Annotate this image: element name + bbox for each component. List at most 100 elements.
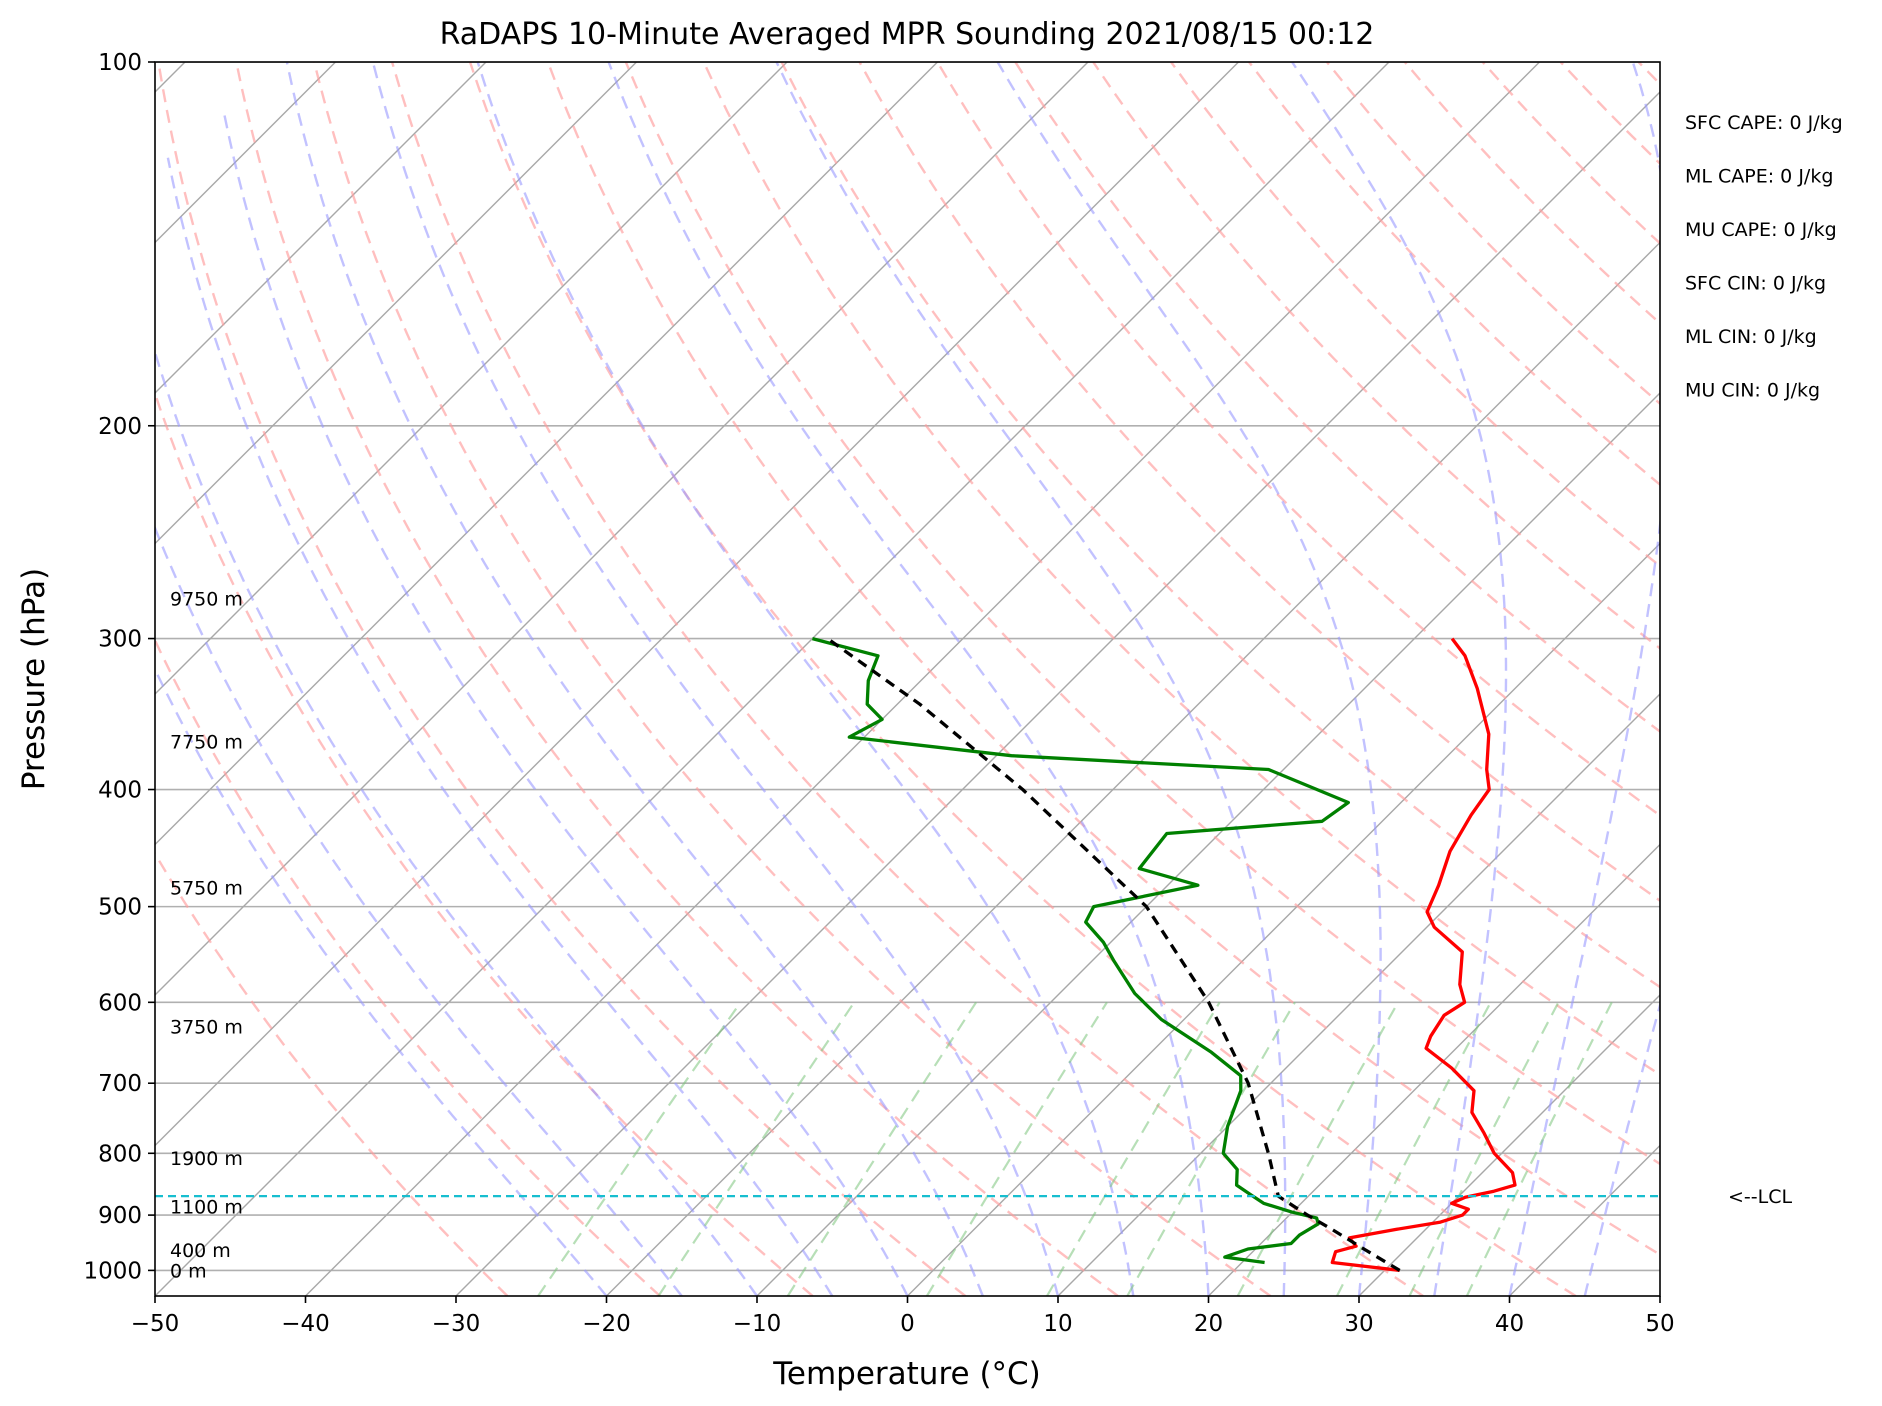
isotherm — [1208, 843, 1660, 1296]
dry-adiabat — [1403, 62, 1660, 325]
x-tick-label: 10 — [1043, 1311, 1072, 1337]
x-tick-label: 0 — [900, 1311, 915, 1337]
dry-adiabat — [1481, 62, 1660, 245]
y-tick-label: 500 — [98, 895, 142, 921]
mixing-ratio-line — [786, 1001, 978, 1296]
isotherm — [155, 62, 788, 695]
stats-line: SFC CAPE: 0 J/kg — [1685, 112, 1843, 134]
y-axis-label: Pressure (hPa) — [16, 568, 52, 790]
x-tick-label: −40 — [281, 1311, 330, 1337]
height-label: 5750 m — [170, 877, 243, 899]
dry-adiabat — [1325, 62, 1660, 406]
isotherm — [1811, 62, 1882, 1296]
mixing-ratio-line — [657, 1001, 856, 1296]
mixing-ratio-line — [925, 1001, 1108, 1296]
moist-adiabat — [371, 62, 1060, 1296]
moist-adiabat — [476, 62, 1135, 1296]
dry-adiabat — [155, 637, 661, 1296]
dry-adiabat — [546, 62, 1660, 1257]
dry-adiabat — [1014, 62, 1660, 733]
y-tick-label: 900 — [98, 1203, 142, 1229]
dry-adiabat — [936, 62, 1660, 817]
height-label: 1100 m — [170, 1196, 243, 1218]
moist-adiabat — [1291, 62, 1508, 1296]
height-label: 1900 m — [170, 1148, 243, 1170]
lcl-label: <--LCL — [1728, 1186, 1792, 1208]
isotherm — [1659, 1295, 1660, 1296]
y-tick-label: 600 — [98, 990, 142, 1016]
y-tick-label: 100 — [98, 50, 142, 76]
x-axis-label: Temperature (°C) — [772, 1356, 1041, 1392]
temperature-profile — [1330, 637, 1517, 1273]
dry-adiabat — [1637, 62, 1660, 86]
dry-adiabat — [702, 62, 1660, 1077]
mixing-ratio-line — [1046, 1001, 1221, 1296]
isotherm — [155, 62, 1239, 1147]
dry-adiabat — [1248, 62, 1660, 487]
x-tick-label: 30 — [1344, 1311, 1373, 1337]
series-layer — [811, 637, 1517, 1273]
mixing-ratio-line — [1336, 1001, 1492, 1296]
isotherm — [606, 241, 1660, 1296]
dry-adiabat — [1716, 62, 1882, 1296]
dry-adiabat — [1092, 62, 1660, 650]
y-tick-label: 300 — [98, 627, 142, 653]
isotherm — [1057, 693, 1660, 1296]
dry-adiabat — [858, 62, 1660, 903]
parcel-path — [826, 637, 1401, 1272]
dry-adiabat — [313, 62, 1272, 1296]
moist-adiabat — [155, 666, 608, 1296]
moist-adiabat — [155, 348, 758, 1296]
stats-line: ML CAPE: 0 J/kg — [1685, 166, 1833, 188]
dry-adiabat — [624, 62, 1660, 1166]
isotherm — [756, 392, 1660, 1296]
x-tick-label: 20 — [1194, 1311, 1223, 1337]
isotherm — [155, 62, 487, 394]
mixing-ratio-line — [1408, 1001, 1560, 1296]
stats-panel: SFC CAPE: 0 J/kg ML CAPE: 0 J/kg MU CAPE: … — [1685, 112, 1843, 402]
x-axis-ticks: −50 −40 −30 −20 −10 0 10 20 30 40 50 — [131, 1296, 1675, 1337]
moist-adiabat — [1583, 1000, 1660, 1296]
x-tick-label: −30 — [432, 1311, 481, 1337]
height-label: 400 m — [170, 1240, 231, 1262]
moist-adiabat — [607, 62, 1210, 1296]
isotherm — [155, 62, 1390, 1296]
x-tick-label: 50 — [1645, 1311, 1674, 1337]
moist-adiabat — [166, 157, 834, 1296]
y-tick-label: 1000 — [83, 1258, 142, 1284]
stats-line: MU CAPE: 0 J/kg — [1685, 219, 1837, 241]
moist-adiabat — [222, 111, 909, 1296]
stats-line: MU CIN: 0 J/kg — [1685, 380, 1820, 402]
mixing-ratio-line — [1126, 1001, 1296, 1296]
height-labels: 9750 m 7750 m 5750 m 3750 m 1900 m 1100 m 400 … — [170, 589, 243, 1283]
moist-adiabat — [775, 62, 1287, 1296]
dry-adiabat — [155, 851, 509, 1296]
isotherm — [907, 542, 1660, 1296]
isotherm — [155, 62, 1089, 996]
mixing-ratio-line — [1465, 1001, 1613, 1296]
isotherm — [1509, 1144, 1660, 1296]
moist-adiabat — [155, 524, 683, 1296]
dry-adiabat — [1170, 62, 1660, 568]
moist-adiabat — [285, 62, 984, 1296]
height-label: 3750 m — [170, 1016, 243, 1038]
x-tick-label: −10 — [733, 1311, 782, 1337]
y-axis-ticks: 100 200 300 400 500 600 700 800 900 1000 — [83, 50, 155, 1284]
stats-line: SFC CIN: 0 J/kg — [1685, 273, 1826, 295]
dry-adiabat — [235, 62, 1119, 1296]
moist-adiabat — [996, 62, 1382, 1296]
x-tick-label: −50 — [131, 1311, 180, 1337]
isotherm — [455, 91, 1660, 1296]
dry-adiabat — [390, 62, 1424, 1296]
y-tick-label: 400 — [98, 778, 142, 804]
dewpoint-profile — [811, 637, 1350, 1265]
stats-line: ML CIN: 0 J/kg — [1685, 326, 1817, 348]
dry-adiabat — [468, 62, 1577, 1296]
isotherm — [305, 62, 1540, 1296]
plot-frame — [154, 61, 1661, 1297]
height-label: 9750 m — [170, 589, 243, 611]
y-tick-label: 200 — [98, 414, 142, 440]
mixing-ratio-line — [1236, 1001, 1400, 1296]
